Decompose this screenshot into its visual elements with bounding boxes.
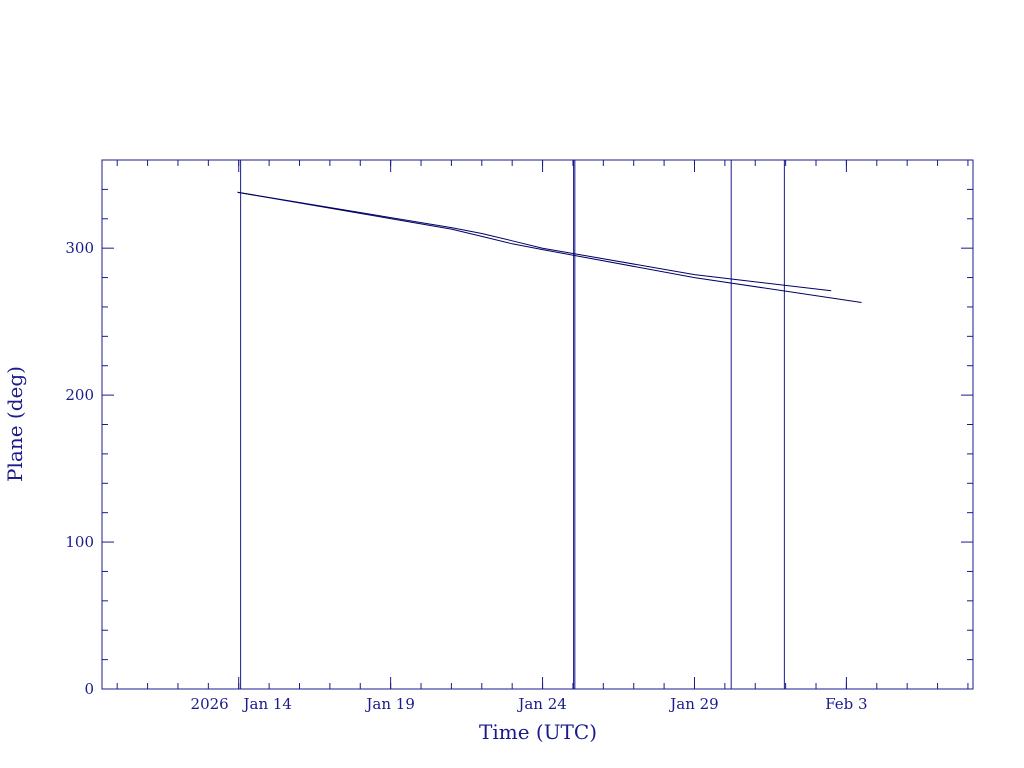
x-tick-label: Jan 19 [364,695,414,713]
y-tick-label: 200 [65,386,94,404]
x-tick-year: 2026 [191,695,229,713]
x-axis-title: Time (UTC) [479,720,597,744]
vertical-markers [240,160,785,689]
x-tick-label: Jan 29 [668,695,718,713]
y-tick-label: 100 [65,533,94,551]
x-tick-label: Feb 3 [825,695,867,713]
series-group [237,191,862,303]
plot-frame [101,159,974,690]
series-line [237,191,862,303]
series-line [237,191,832,292]
tick-marks [102,159,973,690]
y-tick-label: 300 [65,239,94,257]
x-tick-label: Jan 24 [516,695,566,713]
y-axis-title: Plane (deg) [3,366,27,482]
x-tick-label: Jan 14 [241,695,291,713]
tick-labels: 0 100 200 300 2026 Jan 14 Jan 19 Jan 24 Jan 29 Fe… [65,239,867,713]
y-tick-label: 0 [84,680,94,698]
